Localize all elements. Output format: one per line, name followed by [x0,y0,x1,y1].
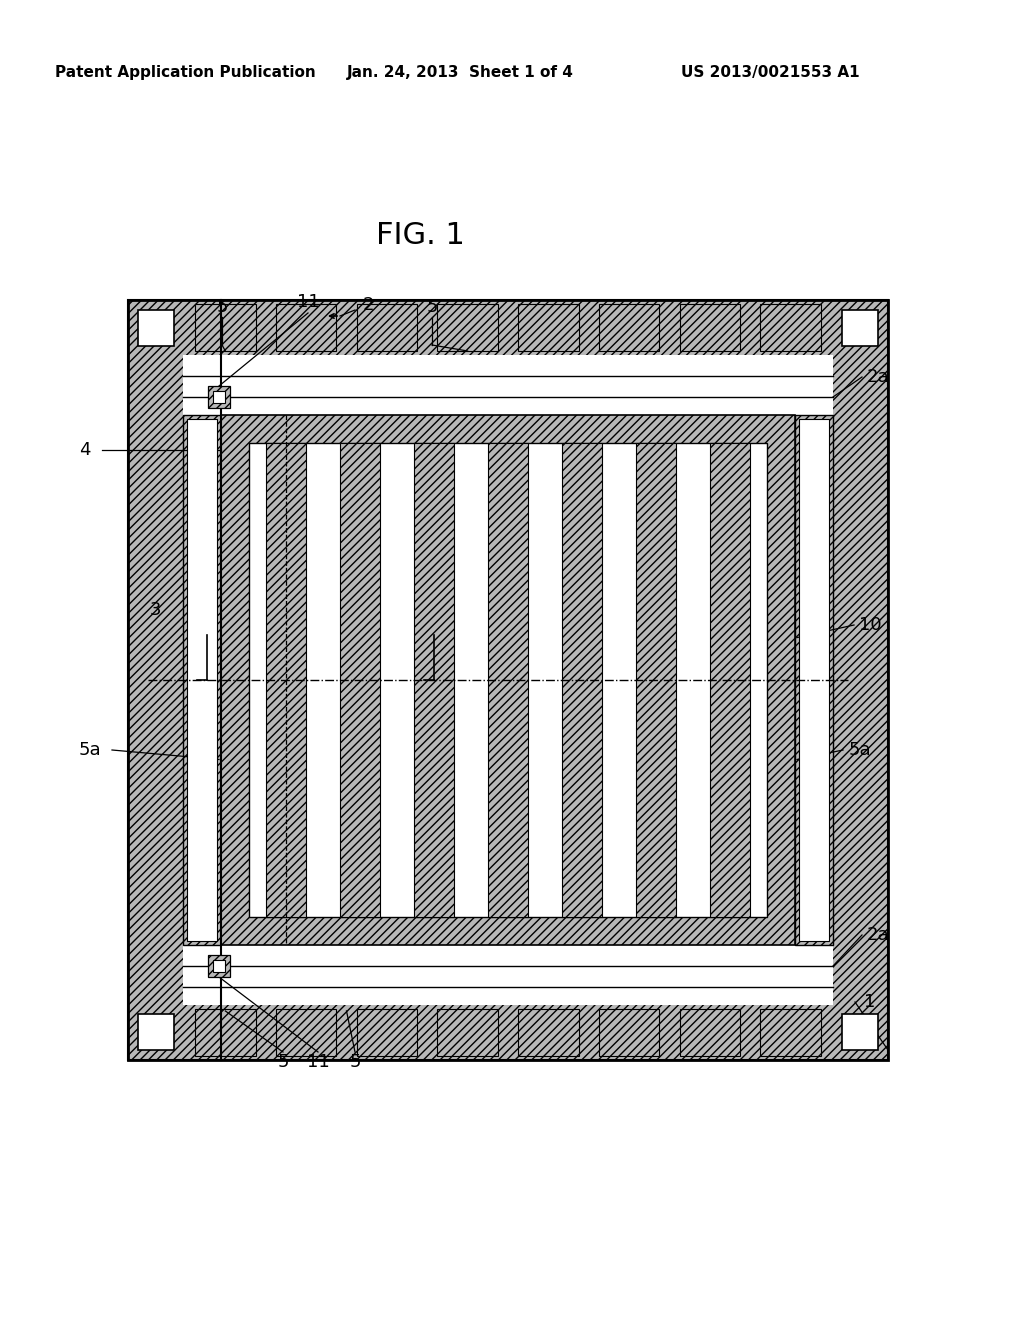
Text: 10: 10 [859,616,882,634]
Bar [561,444,602,917]
Text: US 2013/0021553 A1: US 2013/0021553 A1 [681,65,859,79]
Bar [183,355,833,1005]
Text: 5: 5 [278,1053,289,1071]
Text: Jan. 24, 2013  Sheet 1 of 4: Jan. 24, 2013 Sheet 1 of 4 [346,65,573,79]
Text: 5: 5 [349,1053,360,1071]
Bar [275,304,337,351]
Text: 2: 2 [362,296,374,314]
Bar [795,414,833,945]
Bar [356,1008,417,1056]
Bar [680,1008,740,1056]
Text: 5a: 5a [79,741,101,759]
Bar [187,418,217,941]
Bar [356,304,417,351]
Bar [275,1008,337,1056]
Text: 11: 11 [297,293,319,312]
Text: 3: 3 [150,601,161,619]
Text: 5: 5 [426,298,437,315]
Text: 2: 2 [368,444,379,461]
Bar [128,300,888,1060]
Bar [213,960,225,972]
Bar [249,444,767,917]
Bar [183,414,221,945]
Text: Patent Application Publication: Patent Application Publication [54,65,315,79]
Text: 3: 3 [386,601,397,619]
Bar [414,444,455,917]
Bar [710,444,751,917]
Bar [437,304,498,351]
Bar [208,385,230,408]
Bar [487,444,528,917]
Text: 4: 4 [79,441,91,459]
Text: 2a: 2a [866,368,889,385]
Bar [196,304,256,351]
Bar [842,310,878,346]
Text: 5: 5 [216,298,227,315]
Bar [799,418,829,941]
Text: 1: 1 [864,993,876,1011]
Bar [761,1008,821,1056]
Bar [636,444,676,917]
Bar [518,1008,579,1056]
Bar [437,1008,498,1056]
Bar [138,1014,174,1049]
Bar [680,304,740,351]
Bar [138,310,174,346]
Text: FIG. 1: FIG. 1 [376,220,465,249]
Bar [128,300,888,1060]
Text: 11: 11 [306,1053,330,1071]
Bar [340,444,380,917]
Text: 2a: 2a [866,927,889,944]
Bar [208,954,230,977]
Bar [196,1008,256,1056]
Bar [761,304,821,351]
Bar [599,1008,659,1056]
Text: 5a: 5a [849,741,871,759]
Bar [213,391,225,403]
Bar [265,444,306,917]
Bar [518,304,579,351]
Bar [221,414,795,945]
Bar [842,1014,878,1049]
Bar [599,304,659,351]
